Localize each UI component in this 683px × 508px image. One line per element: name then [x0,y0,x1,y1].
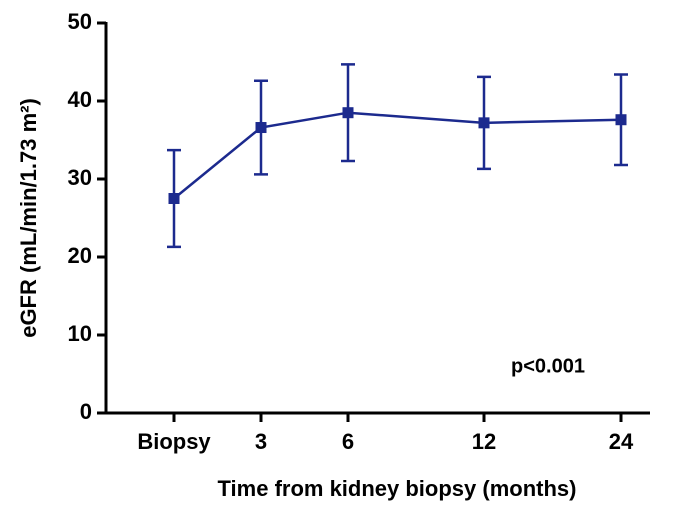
x-tick-label: Biopsy [137,429,211,454]
marker [478,117,490,129]
marker [615,114,627,126]
x-axis-title: Time from kidney biopsy (months) [218,476,577,501]
y-tick-label: 20 [68,243,92,268]
x-tick-label: 3 [255,429,267,454]
y-tick-label: 40 [68,87,92,112]
marker [255,122,267,134]
y-tick-label: 50 [68,9,92,34]
y-tick-label: 30 [68,165,92,190]
marker [168,193,180,204]
x-tick-label: 24 [609,429,634,454]
y-axis-title: eGFR (mL/min/1.73 m²) [16,98,41,338]
y-tick-label: 0 [80,399,92,424]
x-tick-label: 6 [342,429,354,454]
marker [342,107,354,119]
annotation: p<0.001 [511,355,585,377]
x-tick-label: 12 [472,429,496,454]
y-tick-label: 10 [68,321,92,346]
line [173,111,622,200]
